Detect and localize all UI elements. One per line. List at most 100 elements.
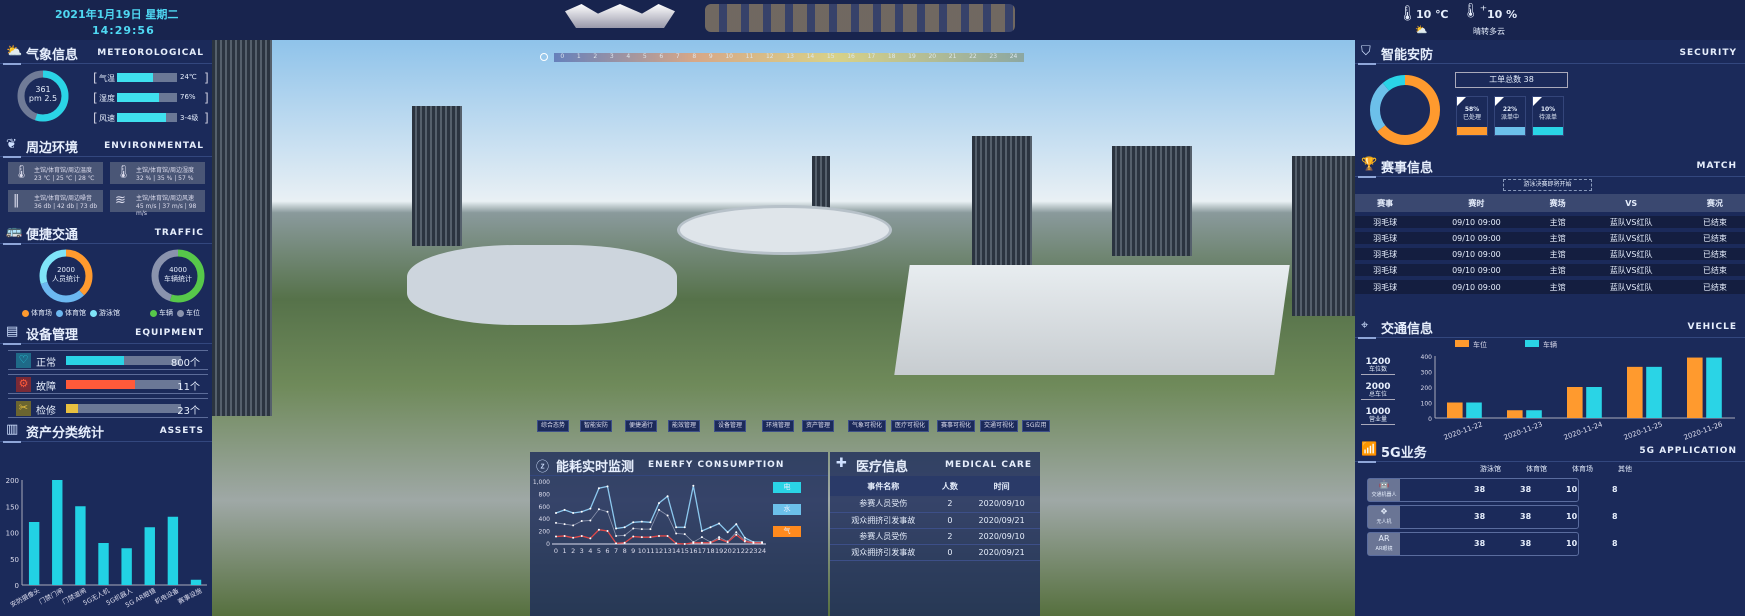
- energy-point[interactable]: [623, 541, 626, 544]
- timeline-tick[interactable]: 13: [786, 53, 794, 60]
- energy-point[interactable]: [572, 512, 575, 514]
- asset-bar[interactable]: [121, 548, 132, 585]
- medical-row[interactable]: 观众拥挤引发事故 0 2020/09/21: [830, 512, 1040, 528]
- timeline-tick[interactable]: 2: [593, 53, 598, 60]
- energy-point[interactable]: [640, 520, 643, 523]
- energy-point[interactable]: [580, 510, 583, 513]
- asset-bar[interactable]: [98, 543, 109, 585]
- vehicle-bar[interactable]: [1466, 402, 1482, 419]
- energy-point[interactable]: [726, 541, 729, 544]
- asset-bar[interactable]: [190, 579, 202, 585]
- timeline-tick[interactable]: 17: [867, 53, 876, 60]
- energy-point[interactable]: [649, 528, 652, 531]
- security-stat-card[interactable]: 10% 待派单: [1532, 96, 1564, 136]
- energy-point[interactable]: [692, 484, 695, 487]
- timeline-track[interactable]: 0 1 2 3 4 5 6 7 8 9 10 11 12 13 14 15 16 17 18 19 20 21 22 23 24: [554, 53, 1024, 62]
- energy-point[interactable]: [743, 540, 746, 543]
- energy-point[interactable]: [615, 542, 618, 545]
- match-row[interactable]: 羽毛球 09/10 09:00 主馆 蓝队VS红队 已结束: [1355, 278, 1745, 294]
- energy-point[interactable]: [709, 541, 712, 544]
- security-stat-card[interactable]: 58% 已处理: [1456, 96, 1488, 136]
- timeline-tick[interactable]: 14: [806, 53, 815, 60]
- match-row[interactable]: 羽毛球 09/10 09:00 主馆 蓝队VS红队 已结束: [1355, 230, 1745, 246]
- asset-bar[interactable]: [144, 527, 155, 585]
- energy-point[interactable]: [640, 528, 643, 531]
- energy-point[interactable]: [597, 528, 600, 531]
- medical-row[interactable]: 参赛人员受伤 2 2020/09/10: [830, 528, 1040, 544]
- energy-point[interactable]: [572, 524, 575, 527]
- timeline-tick[interactable]: 10: [725, 53, 733, 60]
- energy-point[interactable]: [683, 533, 686, 536]
- energy-point[interactable]: [563, 523, 566, 526]
- vehicle-bar[interactable]: [1646, 366, 1662, 418]
- timeline-tick[interactable]: 21: [948, 53, 957, 60]
- timeline-tick[interactable]: 15: [826, 53, 835, 60]
- function-button[interactable]: 智能安防: [580, 420, 613, 432]
- energy-point[interactable]: [692, 541, 695, 544]
- vehicle-bar[interactable]: [1567, 387, 1583, 418]
- asset-bar[interactable]: [28, 522, 40, 585]
- timeline-tick[interactable]: 9: [708, 53, 713, 60]
- energy-point[interactable]: [658, 534, 660, 537]
- energy-point[interactable]: [632, 535, 635, 538]
- asset-bar[interactable]: [75, 506, 86, 585]
- energy-point[interactable]: [718, 536, 721, 539]
- function-button[interactable]: 5G应用: [1022, 420, 1051, 432]
- energy-point[interactable]: [589, 537, 592, 540]
- timeline-tick[interactable]: 6: [659, 53, 664, 60]
- energy-point[interactable]: [709, 526, 712, 529]
- energy-point[interactable]: [649, 536, 652, 539]
- energy-point[interactable]: [597, 508, 600, 511]
- energy-legend-item[interactable]: 气: [773, 526, 801, 537]
- energy-point[interactable]: [615, 527, 618, 530]
- function-button[interactable]: 气象可视化: [848, 420, 887, 432]
- energy-point[interactable]: [752, 541, 755, 544]
- energy-point[interactable]: [658, 502, 660, 505]
- env-card[interactable]: ≋ 主馆/体育馆/周边风速 45 m/s | 37 m/s | 98 m/s: [110, 190, 205, 217]
- match-row[interactable]: 羽毛球 09/10 09:00 主馆 蓝队VS红队 已结束: [1355, 246, 1745, 262]
- swimming-hall[interactable]: [894, 265, 1290, 375]
- energy-point[interactable]: [555, 535, 557, 538]
- vehicle-bar[interactable]: [1627, 366, 1643, 418]
- energy-point[interactable]: [735, 533, 738, 536]
- energy-point[interactable]: [606, 529, 609, 532]
- energy-point[interactable]: [632, 521, 635, 524]
- timeline-tick[interactable]: 18: [887, 53, 896, 60]
- energy-point[interactable]: [743, 536, 746, 539]
- 5g-row[interactable]: 🤖 交通机器人 38 38 10 8: [1367, 478, 1618, 502]
- energy-point[interactable]: [572, 536, 575, 539]
- energy-point[interactable]: [597, 487, 600, 490]
- function-button[interactable]: 赛事可视化: [937, 420, 976, 432]
- energy-point[interactable]: [658, 508, 660, 511]
- function-button[interactable]: 资产管理: [802, 420, 835, 432]
- medical-row[interactable]: 观众拥挤引发事故 0 2020/09/21: [830, 544, 1040, 560]
- energy-point[interactable]: [666, 514, 669, 517]
- function-button[interactable]: 便捷通行: [625, 420, 658, 432]
- timeline-tick[interactable]: 3: [609, 53, 614, 60]
- timeline-tick[interactable]: 1: [576, 53, 581, 60]
- vehicle-bar[interactable]: [1706, 357, 1722, 418]
- medical-row[interactable]: 参赛人员受伤 2 2020/09/10: [830, 496, 1040, 512]
- energy-point[interactable]: [675, 532, 678, 535]
- 5g-row[interactable]: ✥ 无人机 38 38 10 8: [1367, 505, 1618, 529]
- security-stat-card[interactable]: 22% 派单中: [1494, 96, 1526, 136]
- equipment-row[interactable]: ⚙ 故障 11个: [8, 374, 208, 394]
- energy-point[interactable]: [589, 519, 592, 522]
- equipment-row[interactable]: ♡ 正常 800个: [8, 350, 208, 370]
- timeline-tick[interactable]: 0: [560, 53, 565, 60]
- timeline-tick[interactable]: 22: [969, 53, 977, 60]
- energy-point[interactable]: [580, 534, 583, 537]
- energy-point[interactable]: [675, 542, 678, 545]
- energy-point[interactable]: [563, 534, 566, 537]
- energy-point[interactable]: [700, 536, 703, 539]
- energy-point[interactable]: [606, 510, 609, 513]
- energy-point[interactable]: [615, 534, 618, 537]
- function-button[interactable]: 能效管理: [668, 420, 701, 432]
- energy-point[interactable]: [555, 512, 557, 514]
- timeline-tick[interactable]: 8: [692, 53, 697, 60]
- energy-point[interactable]: [683, 526, 686, 529]
- asset-bar[interactable]: [167, 516, 179, 585]
- energy-point[interactable]: [623, 526, 626, 529]
- energy-point[interactable]: [623, 534, 626, 537]
- env-card[interactable]: ‖ 主馆/体育馆/周边噪音 36 db | 42 db | 73 db: [8, 190, 103, 212]
